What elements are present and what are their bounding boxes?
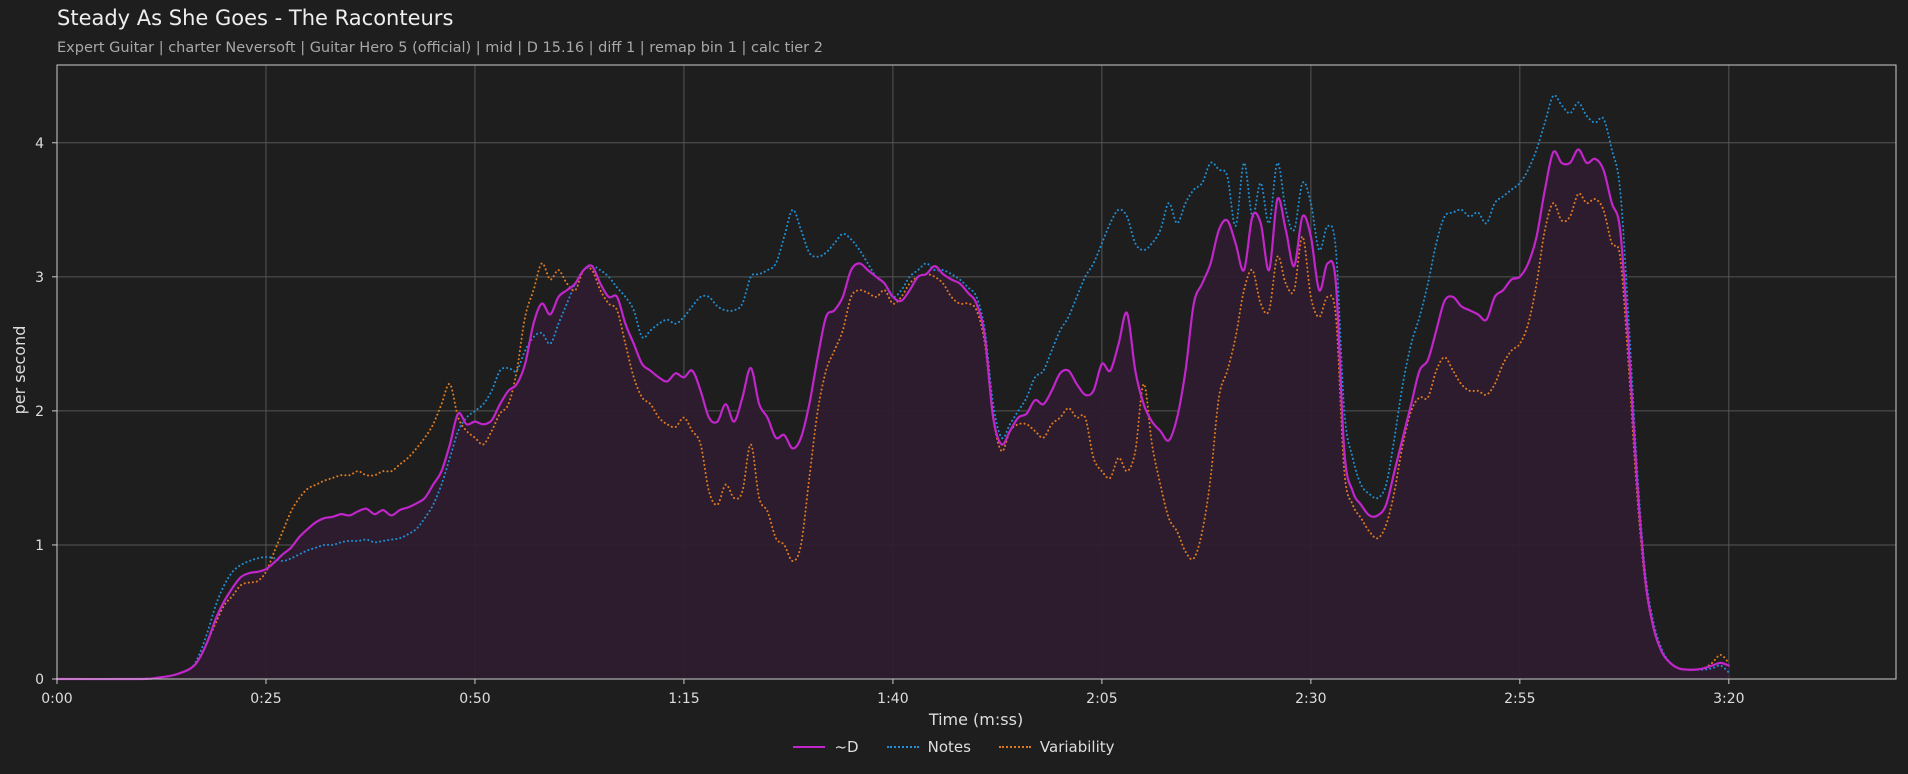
legend-label-variability: Variability — [1039, 738, 1115, 756]
x-tick-label: 2:55 — [1504, 691, 1535, 707]
legend-swatch-notes — [886, 746, 919, 748]
x-tick-label: 0:25 — [250, 691, 281, 707]
chart-title: Steady As She Goes - The Raconteurs — [57, 6, 454, 30]
legend-item-notes: Notes — [886, 738, 971, 756]
legend-swatch-d — [793, 746, 826, 748]
chart-subtitle: Expert Guitar | charter Neversoft | Guit… — [57, 40, 823, 56]
y-tick-label: 1 — [35, 538, 44, 554]
series-variability-line — [56, 192, 1730, 681]
x-tick-label: 2:30 — [1295, 691, 1326, 707]
y-tick-label: 4 — [35, 136, 44, 152]
legend-item-variability: Variability — [998, 738, 1115, 756]
x-axis-label: Time (m:ss) — [928, 710, 1023, 729]
legend: ~D Notes Variability — [0, 736, 1908, 758]
series-lines — [55, 94, 1730, 681]
series-d-area — [57, 149, 1729, 680]
area-fill — [57, 149, 1729, 680]
x-tick-label: 2:05 — [1086, 691, 1117, 707]
y-tick-label: 0 — [35, 672, 44, 688]
legend-item-d: ~D — [793, 738, 859, 756]
y-tick-label: 3 — [35, 270, 44, 286]
axis-ticks: 0:00 0:25 0:50 1:15 1:40 2:05 2:30 2:55 3:20 0 1 2 3… — [35, 136, 1744, 707]
x-tick-label: 3:20 — [1713, 691, 1744, 707]
legend-label-d: ~D — [834, 738, 859, 756]
plot-frame — [56, 64, 1897, 680]
y-axis-label: per second — [10, 326, 29, 415]
y-tick-label: 2 — [35, 404, 44, 420]
x-tick-label: 0:50 — [459, 691, 490, 707]
legend-label-notes: Notes — [927, 738, 971, 756]
x-tick-label: 0:00 — [41, 691, 72, 707]
series-d-line — [55, 148, 1730, 681]
legend-swatch-variability — [998, 746, 1031, 748]
x-tick-label: 1:15 — [668, 691, 699, 707]
series-notes-line — [56, 94, 1730, 681]
x-tick-label: 1:40 — [877, 691, 908, 707]
